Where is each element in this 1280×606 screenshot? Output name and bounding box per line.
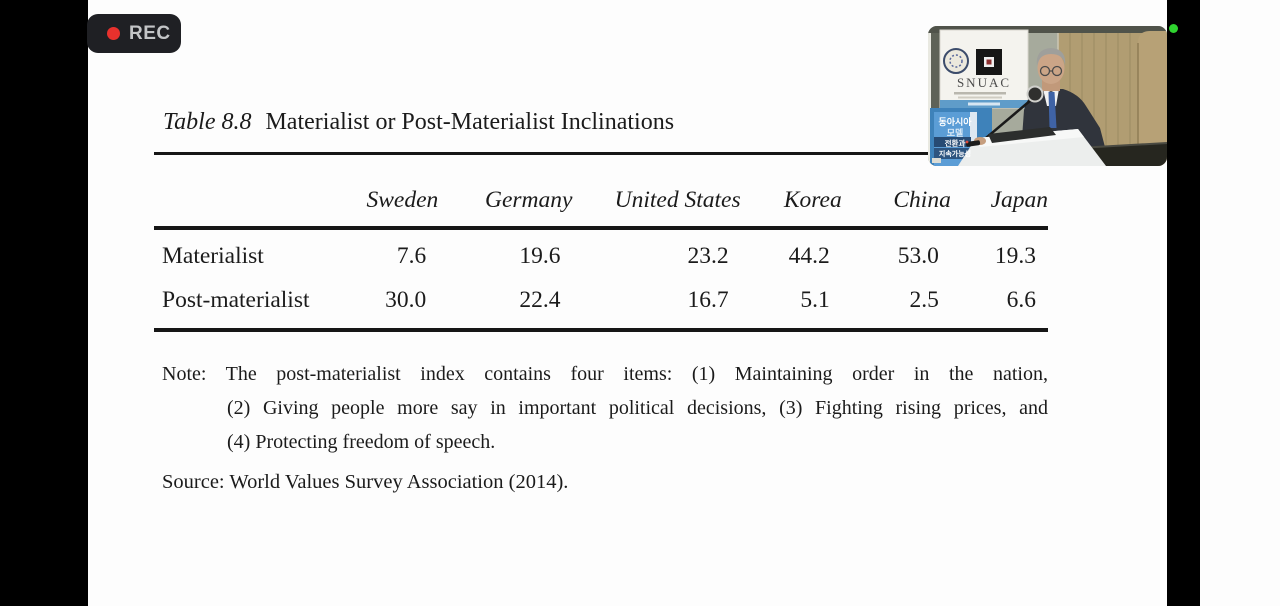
column-header: China — [893, 187, 951, 213]
letterbox-right — [1167, 0, 1200, 606]
laptop — [988, 127, 1056, 143]
wood-pillar — [1138, 31, 1167, 166]
presenter-tie — [1048, 92, 1057, 128]
table-number: Table 8.8 — [163, 109, 252, 135]
presenter-scene — [928, 26, 1167, 166]
table-top-rule — [154, 152, 1048, 155]
table-cell: 44.2 — [788, 243, 830, 269]
table-cell: 22.4 — [519, 287, 561, 313]
note-line: (2) Giving people more say in important … — [227, 397, 1048, 419]
row-label: Post-materialist — [162, 287, 310, 313]
column-header: Sweden — [366, 187, 439, 213]
column-header: Japan — [990, 187, 1048, 213]
presenter-hair — [1036, 48, 1066, 66]
record-dot-icon — [107, 27, 120, 40]
glasses-icon — [1039, 65, 1063, 77]
table-cell: 6.6 — [1006, 287, 1036, 313]
microphone-icon — [1026, 85, 1044, 103]
university-seal-icon — [943, 48, 969, 74]
ceiling-band — [928, 26, 1167, 33]
note-line: Note: The post-materialist index contain… — [162, 363, 1048, 385]
slide-title: Table 8.8 Materialist or Post-Materialist… — [163, 109, 674, 136]
table-header-rule — [154, 226, 1048, 230]
table-cell: 23.2 — [687, 243, 729, 269]
table-source: Source: World Values Survey Association … — [162, 471, 569, 493]
letterbox-left — [0, 0, 88, 606]
presenter-video-thumbnail[interactable]: SNUAC 동아시아 모델 전환과 지속가능성 — [928, 26, 1167, 166]
note-line: (4) Protecting freedom of speech. — [227, 431, 496, 453]
table-note: Note: The post-materialist index contain… — [162, 357, 1048, 459]
table-cell: 2.5 — [909, 287, 939, 313]
table-cell: 7.6 — [396, 243, 427, 269]
live-status-dot — [1169, 24, 1178, 33]
table-cell: 19.3 — [994, 243, 1036, 269]
remote-clicker — [966, 140, 981, 147]
table-cell: 19.6 — [519, 243, 561, 269]
table-cell: 16.7 — [687, 287, 729, 313]
column-header: United States — [614, 187, 741, 213]
rec-badge[interactable]: REC — [87, 14, 181, 53]
table-bottom-rule — [154, 328, 1048, 332]
android-nav-bar — [1200, 0, 1280, 606]
table-cell: 5.1 — [800, 287, 830, 313]
table-cell: 53.0 — [897, 243, 939, 269]
mic-boom — [985, 99, 1032, 139]
column-header: Korea — [783, 187, 842, 213]
rec-label: REC — [129, 22, 171, 44]
table-row: Materialist 7.6 19.6 23.2 44.2 53.0 19.3 — [162, 226, 1048, 276]
table-title-text: Materialist or Post-Materialist Inclinat… — [265, 109, 675, 135]
row-label: Materialist — [162, 243, 264, 269]
table-row: Post-materialist 30.0 22.4 16.7 5.1 2.5 6.6 — [162, 276, 1048, 328]
inclinations-table: Sweden Germany United States Korea China Japa… — [162, 170, 1048, 328]
table-header-row: Sweden Germany United States Korea China Japa… — [162, 170, 1049, 226]
column-header: Germany — [484, 187, 573, 213]
table-cell: 30.0 — [385, 287, 427, 313]
